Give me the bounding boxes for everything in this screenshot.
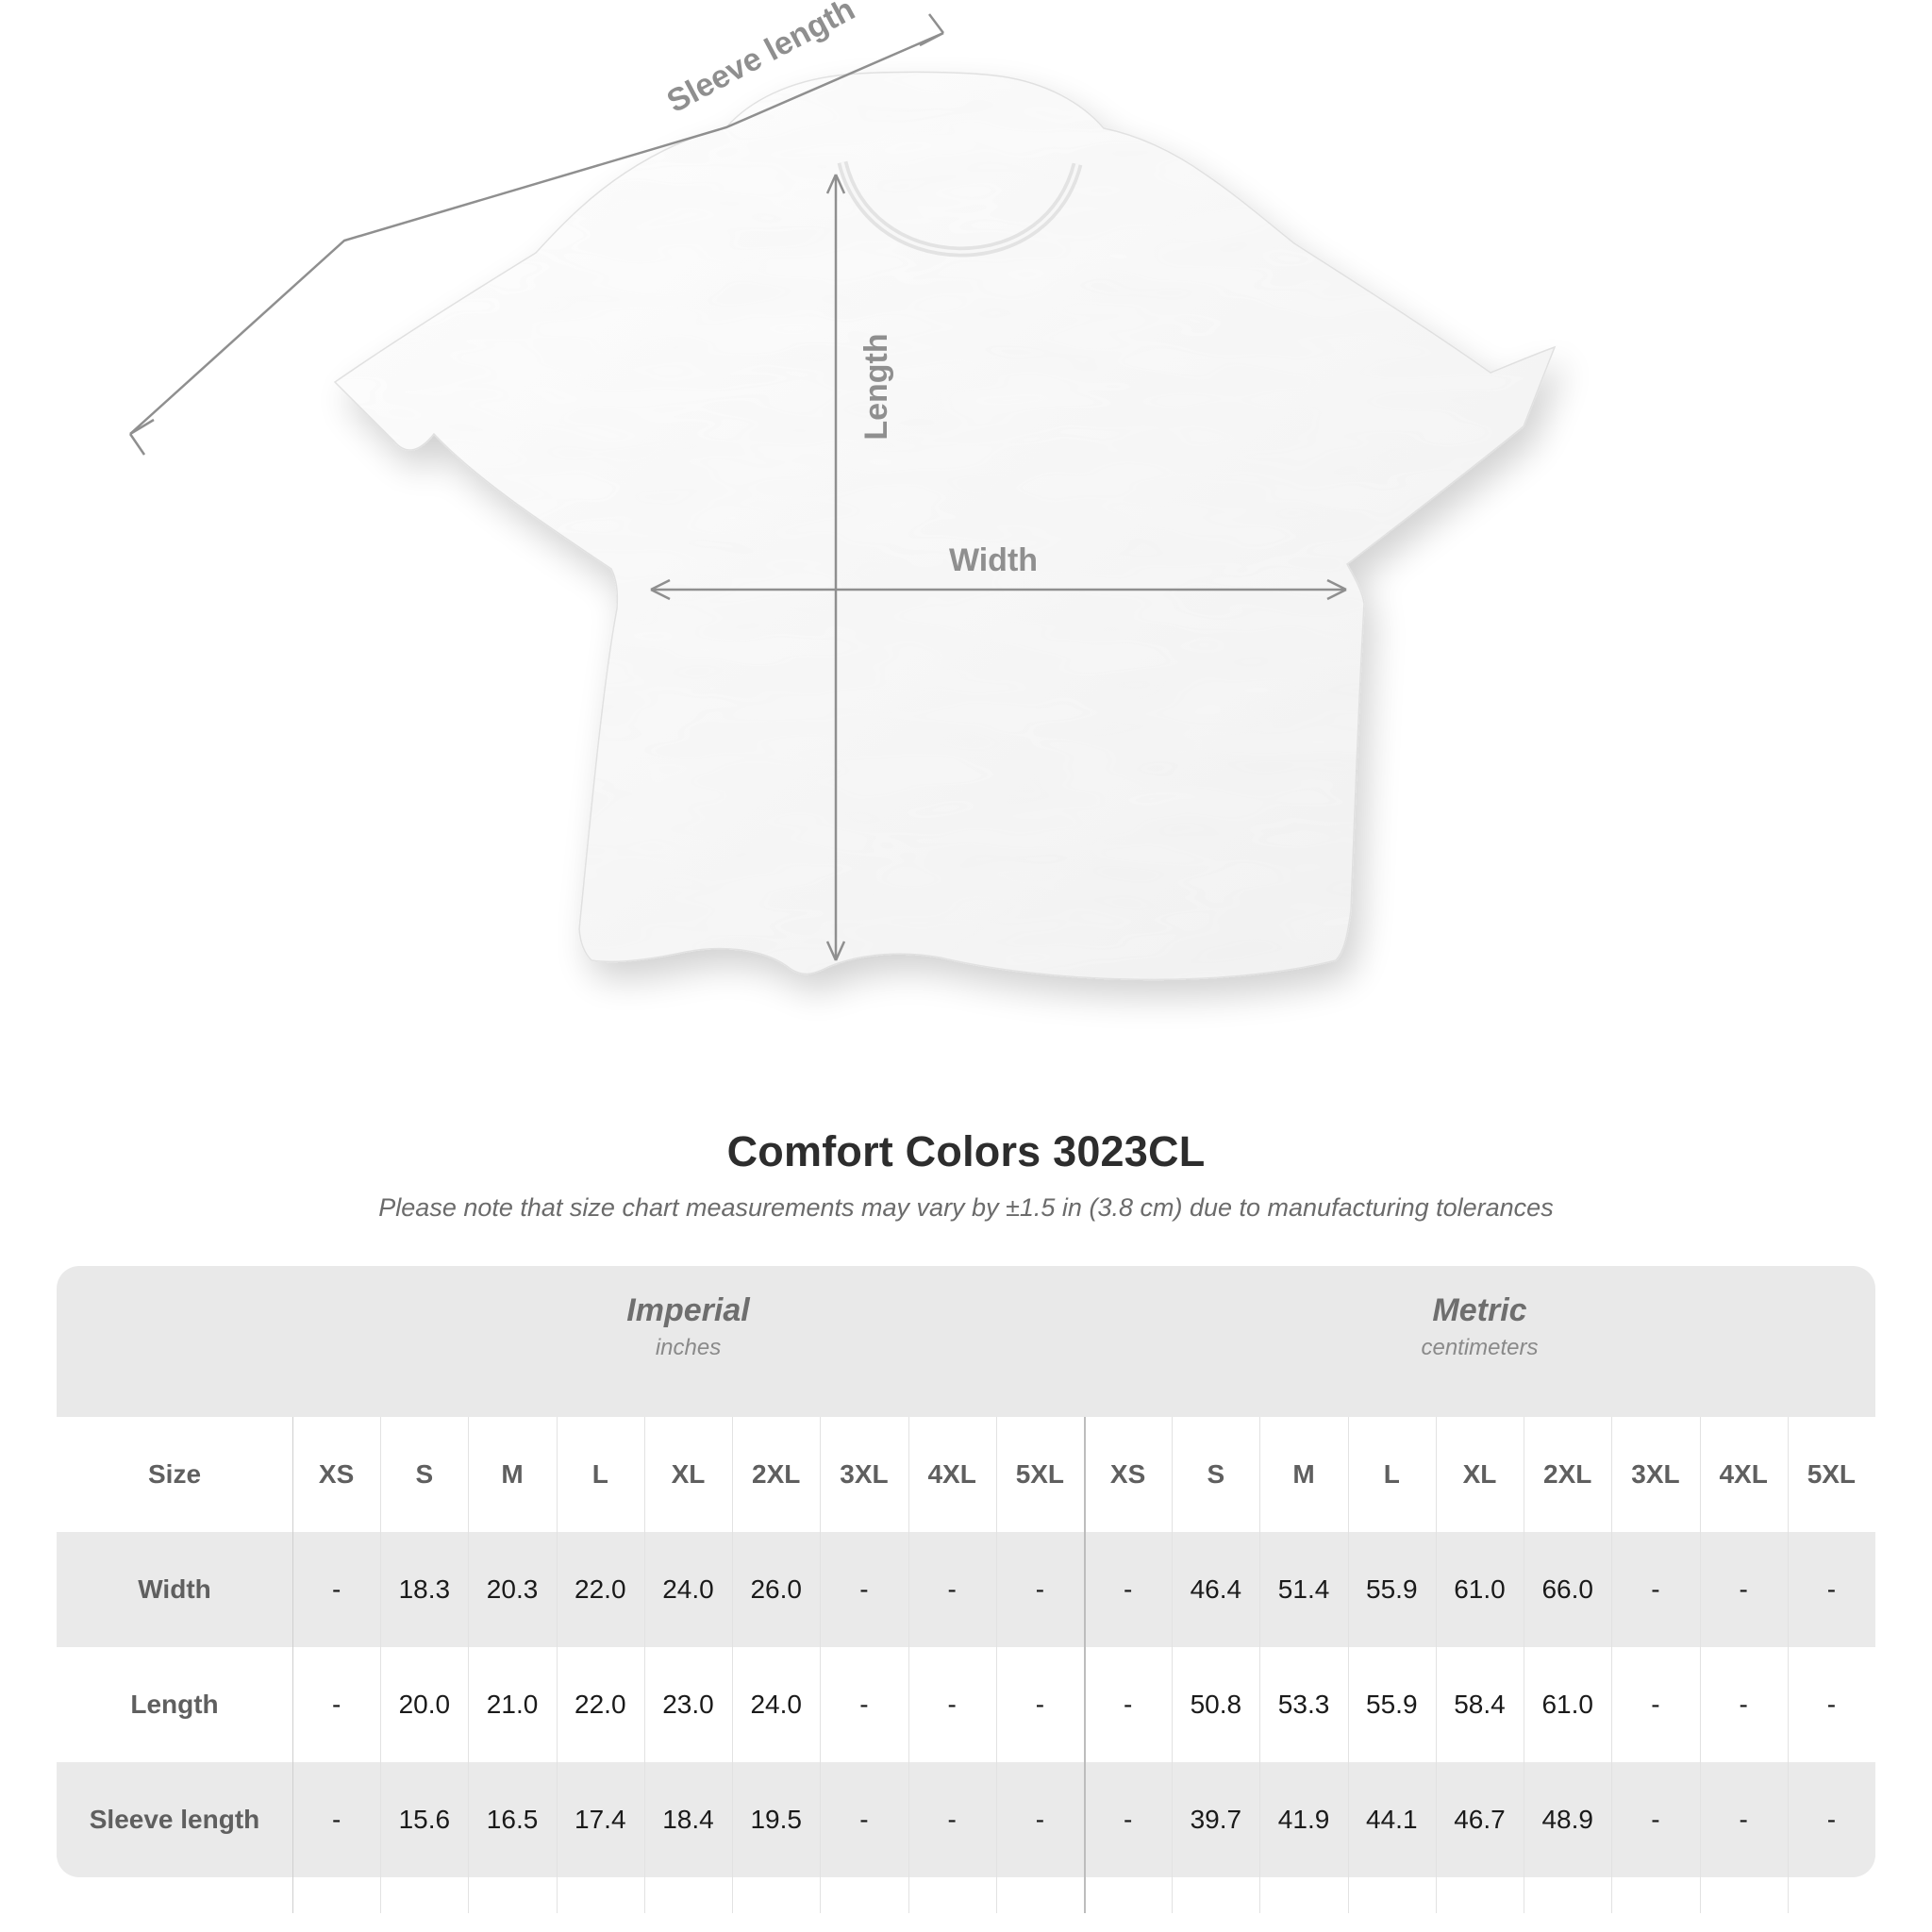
svg-text:Width: Width [949, 542, 1038, 578]
svg-text:Length: Length [858, 333, 894, 440]
